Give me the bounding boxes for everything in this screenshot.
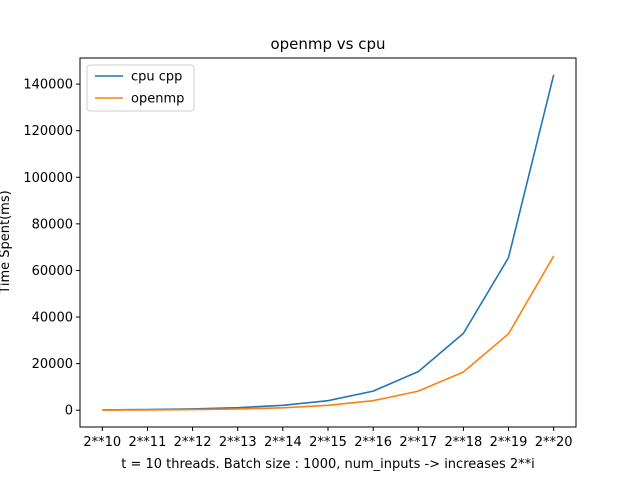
x-tick-label: 2**13: [219, 435, 257, 450]
x-tick-label: 2**19: [490, 435, 528, 450]
x-tick-label: 2**14: [264, 435, 302, 450]
y-tick-label: 0: [65, 404, 73, 419]
x-tick-label: 2**16: [354, 435, 392, 450]
legend: cpu cpp openmp: [86, 64, 195, 112]
y-axis: 0 20000 40000 60000 80000 100000 120000 140000: [23, 78, 80, 419]
series-line-2: [102, 255, 555, 411]
x-tick-label: 2**17: [399, 435, 437, 450]
x-tick-label: 2**11: [129, 435, 167, 450]
y-axis-label: Time Spent(ms): [0, 190, 13, 294]
y-tick-label: 40000: [32, 311, 73, 326]
x-tick-label: 2**18: [444, 435, 482, 450]
legend-label: cpu cpp: [131, 70, 182, 85]
x-axis-label: t = 10 threads. Batch size : 1000, num_i…: [121, 457, 535, 472]
x-tick-label: 2**10: [83, 435, 121, 450]
y-tick-label: 120000: [23, 124, 73, 139]
x-tick-label: 2**20: [535, 435, 573, 450]
y-tick-label: 140000: [23, 78, 73, 93]
x-tick-label: 2**15: [309, 435, 347, 450]
y-tick-label: 100000: [23, 171, 73, 186]
series-layer: [102, 74, 555, 411]
x-tick-label: 2**12: [174, 435, 212, 450]
y-tick-label: 20000: [32, 357, 73, 372]
x-axis: 2**10 2**11 2**12 2**13 2**14 2**15 2**16 2**17…: [83, 427, 573, 450]
y-tick-label: 80000: [32, 217, 73, 232]
y-tick-label: 60000: [32, 264, 73, 279]
legend-label: openmp: [131, 92, 184, 107]
chart-title: openmp vs cpu: [270, 35, 385, 53]
